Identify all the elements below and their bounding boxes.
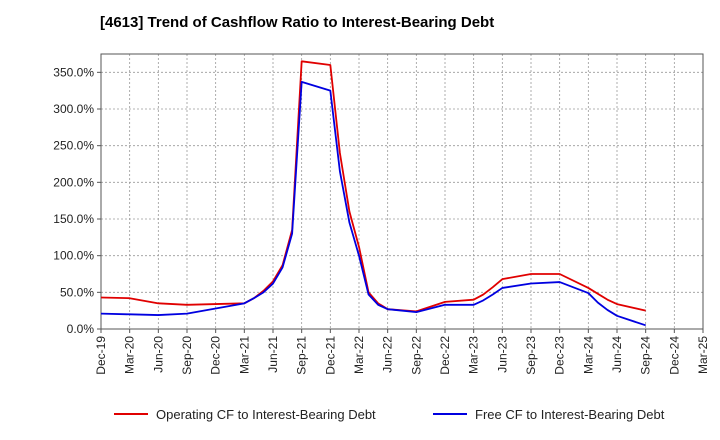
y-tick-label: 300.0% xyxy=(53,102,94,116)
x-axis: Dec-19 Mar-20 Jun-20 Sep-20 Dec-20 Mar-21 Jun-… xyxy=(94,329,710,375)
x-tick-label: Dec-20 xyxy=(209,336,223,375)
x-tick-label: Mar-22 xyxy=(352,336,366,374)
x-tick-label: Dec-22 xyxy=(438,336,452,375)
y-tick-label: 50.0% xyxy=(60,285,94,299)
x-tick-label: Mar-23 xyxy=(467,336,481,374)
x-tick-label: Jun-24 xyxy=(610,336,624,373)
x-tick-label: Jun-21 xyxy=(266,336,280,373)
series-line-2 xyxy=(100,80,646,327)
x-tick-label: Sep-20 xyxy=(180,336,194,375)
legend-label-2: Free CF to Interest-Bearing Debt xyxy=(475,407,665,422)
grid xyxy=(101,54,703,329)
x-tick-label: Sep-23 xyxy=(524,336,538,375)
x-tick-label: Dec-21 xyxy=(323,336,337,375)
x-tick-label: Sep-22 xyxy=(409,336,423,375)
x-tick-label: Mar-20 xyxy=(123,336,137,374)
y-tick-label: 0.0% xyxy=(67,322,95,336)
plot-frame xyxy=(100,53,704,330)
chart-title: [4613] Trend of Cashflow Ratio to Intere… xyxy=(100,14,495,31)
x-tick-label: Dec-19 xyxy=(94,336,108,375)
x-tick-label: Jun-22 xyxy=(381,336,395,373)
x-tick-label: Dec-24 xyxy=(667,336,681,375)
x-tick-label: Jun-23 xyxy=(495,336,509,373)
series-group xyxy=(100,60,646,327)
y-tick-label: 100.0% xyxy=(53,249,94,263)
x-tick-label: Jun-20 xyxy=(151,336,165,373)
x-tick-label: Sep-21 xyxy=(295,336,309,375)
legend: Operating CF to Interest-Bearing Debt Fre… xyxy=(114,407,665,422)
x-tick-label: Mar-21 xyxy=(237,336,251,374)
y-tick-label: 250.0% xyxy=(53,139,94,153)
y-axis: 0.0% 50.0% 100.0% 150.0% 200.0% 250.0% 300.0% 3… xyxy=(53,65,101,336)
y-tick-label: 200.0% xyxy=(53,175,94,189)
series-line-1 xyxy=(100,60,646,313)
y-tick-label: 150.0% xyxy=(53,212,94,226)
x-tick-label: Dec-23 xyxy=(553,336,567,375)
x-tick-label: Sep-24 xyxy=(639,336,653,375)
x-tick-label: Mar-25 xyxy=(696,336,710,374)
legend-label-1: Operating CF to Interest-Bearing Debt xyxy=(156,407,376,422)
x-tick-label: Mar-24 xyxy=(581,336,595,374)
y-tick-label: 350.0% xyxy=(53,65,94,79)
